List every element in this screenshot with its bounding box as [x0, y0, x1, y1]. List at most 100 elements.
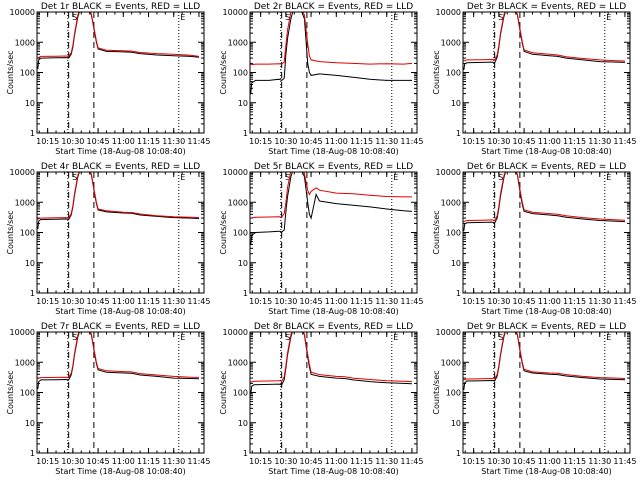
end-marker: E: [606, 13, 611, 22]
y-tick-label: 100: [20, 229, 35, 238]
y-tick-label: 10000: [10, 328, 35, 337]
x-tick-label: 11:45: [613, 457, 636, 466]
x-tick-label: 11:45: [613, 137, 636, 146]
end-marker: E: [393, 333, 398, 342]
detector-panel: Det 6r BLACK = Events, RED = LLD 10:15 10:…: [432, 162, 636, 316]
start-marker: S: [498, 173, 503, 182]
x-tick-label: 11:00: [538, 137, 561, 146]
x-tick-label: 11:00: [325, 297, 348, 306]
y-tick-label: 10: [451, 259, 461, 268]
series-group: [250, 12, 413, 94]
x-tick-label: 11:00: [325, 137, 348, 146]
events-series-line: [250, 172, 413, 245]
x-tick-label: 11:45: [187, 137, 210, 146]
plot-frame: [462, 171, 631, 294]
x-axis-label: Start Time (18-Aug-08 10:08:40): [55, 307, 186, 316]
y-tick-label: 1000: [15, 198, 35, 207]
plot-frame: [36, 11, 205, 134]
y-tick-label: 100: [446, 229, 461, 238]
series-group: [37, 172, 200, 230]
end-marker: E: [180, 173, 185, 182]
x-tick-label: 10:45: [300, 137, 323, 146]
start-marker: S: [498, 13, 503, 22]
detector-panel: Det 5r BLACK = Events, RED = LLD 10:15 10:…: [219, 162, 423, 316]
x-axis-label: Start Time (18-Aug-08 10:08:40): [55, 467, 186, 476]
y-axis-label: Counts/sec: [432, 210, 441, 254]
end-marker: E: [393, 13, 398, 22]
y-tick-label: 10: [25, 259, 35, 268]
start-marker: S: [285, 173, 290, 182]
y-axis-label: Counts/sec: [6, 210, 15, 254]
x-tick-label: 10:45: [300, 297, 323, 306]
y-axis-label: Counts/sec: [219, 210, 228, 254]
x-tick-label: 11:30: [162, 297, 185, 306]
start-marker: S: [72, 173, 77, 182]
y-tick-label: 1000: [228, 198, 248, 207]
x-tick-label: 11:00: [325, 457, 348, 466]
x-tick-label: 10:45: [513, 297, 536, 306]
plot-frame: [249, 171, 418, 294]
x-tick-label: 11:00: [112, 457, 135, 466]
lld-series-line: [463, 172, 626, 223]
plot-frame: [462, 11, 631, 134]
lld-series-line: [463, 332, 626, 381]
x-tick-label: 11:15: [563, 457, 586, 466]
x-tick-label: 11:30: [375, 137, 398, 146]
events-series-line: [250, 12, 412, 94]
x-tick-label: 10:15: [36, 297, 59, 306]
x-tick-label: 10:15: [36, 137, 59, 146]
x-tick-label: 11:45: [187, 457, 210, 466]
x-tick-label: 10:45: [513, 457, 536, 466]
end-marker: E: [393, 173, 398, 182]
series-group: [250, 172, 413, 245]
events-series-line: [37, 332, 200, 390]
lld-series-line: [250, 12, 413, 66]
x-tick-label: 11:15: [350, 297, 373, 306]
x-tick-label: 10:30: [61, 457, 84, 466]
panel-title: Det 6r BLACK = Events, RED = LLD: [467, 162, 626, 172]
y-tick-label: 10000: [10, 168, 35, 177]
y-tick-label: 1: [456, 129, 461, 138]
plot-frame: [36, 171, 205, 294]
panel-title: Det 4r BLACK = Events, RED = LLD: [41, 162, 200, 172]
x-axis-label: Start Time (18-Aug-08 10:08:40): [55, 147, 186, 156]
x-tick-label: 10:15: [249, 297, 272, 306]
y-tick-label: 10000: [223, 328, 248, 337]
x-tick-label: 11:30: [588, 137, 611, 146]
panel-title: Det 5r BLACK = Events, RED = LLD: [254, 162, 413, 172]
x-axis-label: Start Time (18-Aug-08 10:08:40): [268, 307, 399, 316]
x-tick-label: 11:45: [400, 297, 423, 306]
events-series-line: [463, 172, 626, 232]
y-tick-label: 1000: [441, 358, 461, 367]
y-tick-label: 1: [456, 289, 461, 298]
series-group: [463, 172, 626, 232]
x-tick-label: 11:30: [375, 297, 398, 306]
panel-title: Det 3r BLACK = Events, RED = LLD: [467, 2, 626, 12]
y-tick-label: 1000: [441, 198, 461, 207]
lld-series-line: [463, 12, 626, 62]
panel-title: Det 7r BLACK = Events, RED = LLD: [41, 322, 200, 332]
y-tick-label: 1: [243, 449, 248, 458]
y-tick-label: 10: [238, 419, 248, 428]
events-series-line: [37, 172, 200, 230]
x-axis-label: Start Time (18-Aug-08 10:08:40): [268, 467, 399, 476]
x-tick-label: 10:15: [462, 297, 485, 306]
plot-frame: [249, 331, 418, 454]
x-axis-label: Start Time (18-Aug-08 10:08:40): [481, 147, 612, 156]
series-group: [37, 12, 200, 70]
events-series-line: [250, 332, 413, 394]
y-tick-label: 10000: [223, 168, 248, 177]
y-tick-label: 1000: [15, 38, 35, 47]
x-tick-label: 10:30: [487, 457, 510, 466]
end-marker: E: [180, 13, 185, 22]
y-tick-label: 10: [451, 419, 461, 428]
x-tick-label: 10:15: [462, 137, 485, 146]
start-marker: S: [72, 333, 77, 342]
y-tick-label: 1000: [228, 358, 248, 367]
y-tick-label: 1000: [228, 38, 248, 47]
